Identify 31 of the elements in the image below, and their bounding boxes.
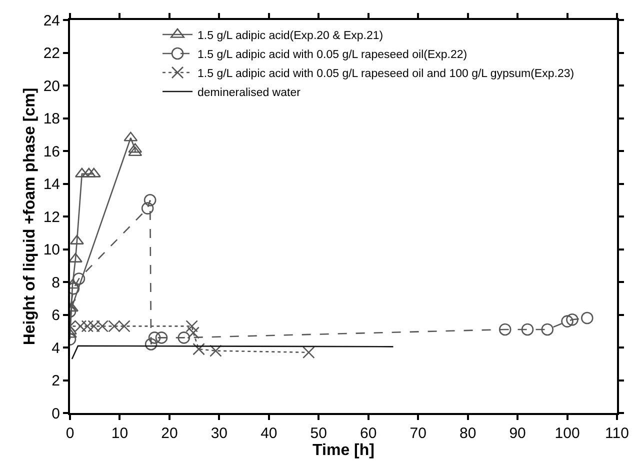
x-tick-label: 70 bbox=[410, 425, 426, 442]
y-tick-label: 2 bbox=[52, 372, 60, 390]
y-tick-label: 16 bbox=[43, 143, 60, 160]
x-tick-label: 60 bbox=[360, 425, 377, 442]
y-tick-label: 10 bbox=[43, 242, 60, 258]
x-tick-label: 100 bbox=[554, 425, 580, 442]
y-tick-label: 22 bbox=[43, 45, 60, 62]
y-tick-label: 18 bbox=[43, 110, 60, 128]
legend-label: 1.5 g/L adipic acid with 0.05 g/L rapeseed oil and 100 g/L gypsum(Exp.23) bbox=[198, 68, 574, 80]
y-axis-title: Height of liquid +foam phase [cm] bbox=[22, 88, 39, 346]
y-tick-label: 12 bbox=[43, 208, 60, 226]
x-tick-label: 0 bbox=[66, 425, 74, 442]
x-tick-label: 110 bbox=[605, 425, 629, 442]
y-tick-label: 14 bbox=[43, 176, 60, 193]
x-tick-label: 50 bbox=[310, 425, 327, 442]
y-tick-label: 4 bbox=[52, 340, 60, 357]
x-axis-title: Time [h] bbox=[312, 442, 374, 459]
x-tick-label: 90 bbox=[509, 425, 526, 442]
x-tick-label: 40 bbox=[260, 425, 278, 442]
legend-label: demineralised water bbox=[198, 86, 301, 99]
x-tick-label: 80 bbox=[459, 425, 476, 442]
x-tick-label: 10 bbox=[111, 425, 128, 442]
x-tick-label: 20 bbox=[161, 425, 178, 442]
y-tick-label: 8 bbox=[52, 274, 60, 292]
y-tick-label: 0 bbox=[52, 405, 60, 422]
legend-label: 1.5 g/L adipic acid(Exp.20 & Exp.21) bbox=[198, 30, 384, 42]
y-tick-label: 24 bbox=[43, 12, 60, 30]
legend-label: 1.5 g/L adipic acid with 0.05 g/L rapeseed oil(Exp.22) bbox=[198, 48, 468, 61]
x-tick-label: 30 bbox=[210, 425, 228, 442]
y-tick-label: 6 bbox=[52, 307, 60, 324]
y-tick-label: 20 bbox=[43, 78, 60, 95]
